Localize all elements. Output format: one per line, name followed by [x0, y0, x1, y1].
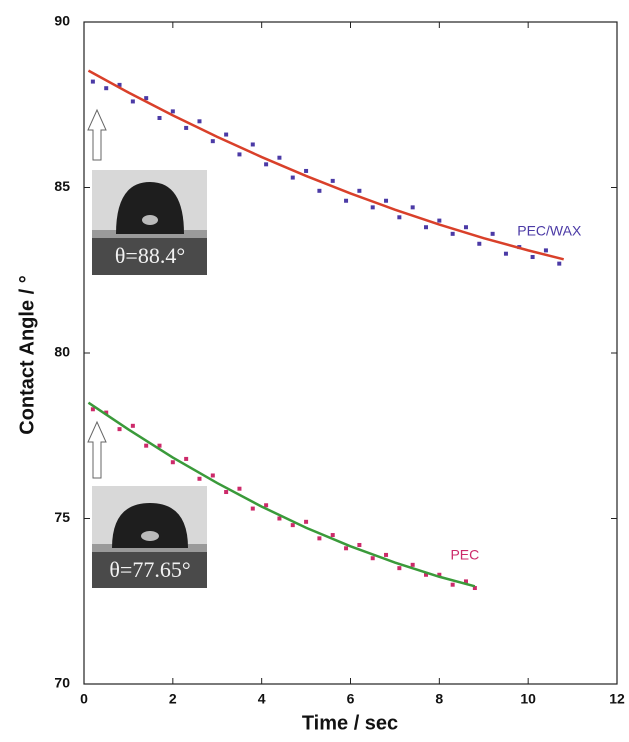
point [224, 490, 229, 495]
point [157, 115, 162, 120]
point [304, 519, 309, 524]
point [397, 215, 402, 220]
point [410, 562, 415, 567]
point [210, 473, 215, 478]
point [557, 261, 562, 266]
y-tick-label: 80 [54, 344, 70, 360]
x-tick-label: 12 [609, 691, 625, 707]
point [104, 410, 109, 415]
point [344, 198, 349, 203]
point [357, 188, 362, 193]
series-label: PEC [450, 547, 479, 563]
point [330, 178, 335, 183]
arrow [87, 420, 107, 479]
x-tick-label: 8 [435, 691, 443, 707]
y-tick-label: 90 [54, 13, 70, 29]
point [357, 542, 362, 547]
inset-label: θ=77.65° [109, 557, 190, 582]
point [184, 456, 189, 461]
y-tick-label: 85 [54, 178, 70, 194]
point [384, 198, 389, 203]
point [330, 533, 335, 538]
point [277, 516, 282, 521]
x-tick-label: 6 [347, 691, 355, 707]
point [410, 205, 415, 210]
point [197, 119, 202, 124]
point [170, 460, 175, 465]
point [463, 225, 468, 230]
fit-line [87, 401, 476, 588]
point [117, 82, 122, 87]
y-tick-label: 70 [54, 675, 70, 691]
inset-label: θ=88.4° [115, 243, 185, 268]
point [250, 506, 255, 511]
inset-2: θ=77.65° [92, 486, 207, 588]
point [437, 572, 442, 577]
point [117, 427, 122, 432]
arrow [87, 108, 107, 161]
point [170, 109, 175, 114]
point [290, 175, 295, 180]
x-tick-label: 10 [520, 691, 536, 707]
point [384, 552, 389, 557]
x-tick-label: 0 [80, 691, 88, 707]
point [157, 443, 162, 448]
point [264, 162, 269, 167]
point [490, 231, 495, 236]
point [437, 218, 442, 223]
point [90, 407, 95, 412]
y-axis-title: Contact Angle / ° [16, 275, 38, 434]
point [304, 168, 309, 173]
y-tick-label: 75 [54, 509, 70, 525]
point [477, 241, 482, 246]
point [104, 86, 109, 91]
point [237, 152, 242, 157]
point [370, 556, 375, 561]
point [424, 572, 429, 577]
point [317, 536, 322, 541]
point [184, 125, 189, 130]
point [197, 476, 202, 481]
point [472, 586, 477, 591]
x-tick-label: 2 [169, 691, 177, 707]
x-axis-title: Time / sec [302, 712, 398, 734]
point [290, 523, 295, 528]
point [503, 251, 508, 256]
point [224, 132, 229, 137]
point [130, 423, 135, 428]
point [370, 205, 375, 210]
inset-1: θ=88.4° [92, 170, 207, 275]
point [450, 231, 455, 236]
point [530, 255, 535, 260]
point [424, 225, 429, 230]
fit-line [87, 69, 565, 261]
point [250, 142, 255, 147]
point [144, 96, 149, 101]
point [237, 486, 242, 491]
x-tick-label: 4 [258, 691, 266, 707]
point [450, 582, 455, 587]
point [277, 155, 282, 160]
point [317, 188, 322, 193]
point [463, 579, 468, 584]
point [144, 443, 149, 448]
point [543, 248, 548, 253]
point [210, 139, 215, 144]
point [130, 99, 135, 104]
point [397, 566, 402, 571]
point [90, 79, 95, 84]
point [344, 546, 349, 551]
series-label: PEC/WAX [517, 222, 582, 238]
point [264, 503, 269, 508]
